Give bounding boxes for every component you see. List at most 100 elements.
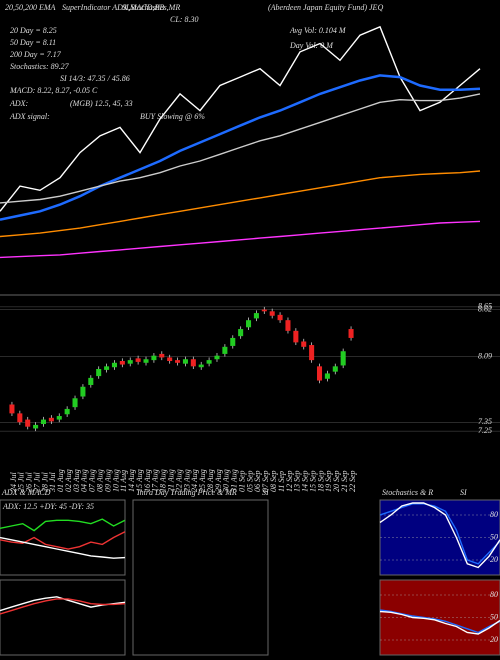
annotation: (Aberdeen Japan Equity Fund) JEQ: [268, 3, 383, 12]
y-tick-label: 50: [490, 612, 498, 621]
candle-body: [332, 366, 338, 372]
candle-body: [135, 358, 141, 362]
candle-body: [340, 351, 346, 366]
annotation: SI 14/3: 47.35 / 45.86: [60, 74, 130, 83]
x-tick-label: 01 Sep: [237, 470, 246, 492]
x-tick-label: 07 Sep: [261, 470, 270, 492]
candle-body: [33, 424, 39, 429]
y-tick-label: 20: [490, 635, 498, 644]
x-tick-label: 12 Sep: [285, 470, 294, 492]
candle-body: [293, 330, 299, 343]
macd-frame: [0, 579, 126, 656]
annotation: 200 Day = 7.17: [10, 50, 62, 59]
annotation: CL: 8.30: [170, 15, 198, 24]
x-tick-label: 31 Aug: [230, 469, 239, 493]
annotation: (MGB) 12.5, 45, 33: [70, 99, 133, 108]
x-tick-label: 10 Aug: [111, 469, 120, 492]
candle-body: [230, 337, 236, 346]
x-tick-label: 06 Sep: [253, 470, 262, 492]
y-tick-label: 7.35: [478, 417, 492, 426]
candle-body: [301, 341, 307, 347]
candle-body: [222, 346, 228, 354]
x-tick-label: 08 Aug: [96, 469, 105, 492]
candle-body: [151, 355, 157, 361]
x-tick-label: 22 Sep: [348, 470, 357, 492]
candle-body: [72, 398, 78, 408]
candle-body: [198, 364, 204, 368]
annotation: BUY Slowing @ 6%: [140, 112, 205, 121]
annotation: Avg Vol: 0.104 M: [289, 26, 347, 35]
candle-body: [40, 419, 47, 425]
candle-body: [182, 359, 188, 364]
x-tick-label: 04 Aug: [80, 469, 89, 492]
x-tick-label: 30 Aug: [222, 469, 231, 493]
candle-body: [167, 357, 173, 362]
annotation: MACD: 8.22, 8.27, -0.05 C: [9, 86, 98, 95]
candle-body: [253, 313, 259, 319]
annotation: SI: [460, 488, 467, 497]
candle-body: [324, 373, 330, 379]
annotation: ADX signal:: [9, 112, 50, 121]
candle-body: [9, 404, 15, 414]
annotation: ADX:: [9, 99, 29, 108]
candle-body: [206, 360, 212, 364]
annotation: ADX: 12.5 +DY: 45 -DY: 35: [2, 502, 94, 511]
x-tick-label: 15 Sep: [308, 470, 317, 492]
x-tick-label: 11 Sep: [277, 471, 286, 492]
x-tick-label: 26 Jul: [25, 471, 34, 492]
x-tick-label: 24 Jul: [9, 471, 18, 492]
x-tick-label: 05 Sep: [245, 470, 254, 492]
annotation: SuperIndicator ADX,MACD,BB: [62, 3, 164, 12]
series-line: [0, 93, 481, 204]
x-tick-label: 17 Aug: [151, 469, 160, 492]
series-line: [0, 531, 126, 550]
x-tick-label: 18 Sep: [316, 470, 325, 492]
candle-body: [143, 359, 149, 363]
x-tick-label: 21 Aug: [166, 469, 175, 492]
series-line: [0, 170, 481, 238]
x-tick-label: 02 Aug: [64, 469, 73, 492]
annotation: SI,Stochastics,MR: [122, 3, 180, 12]
annotation: 20 Day = 8.25: [10, 26, 57, 35]
panel-title: Stochastics & R: [382, 488, 433, 497]
x-tick-label: 27 Jul: [32, 471, 41, 492]
series-line: [0, 220, 481, 259]
x-tick-label: 13 Sep: [293, 470, 302, 492]
x-tick-label: 24 Aug: [190, 469, 199, 492]
annotation: 20,50,200 EMA: [5, 3, 56, 12]
series-line: [0, 74, 481, 221]
y-tick-label: 7.25: [478, 426, 492, 435]
y-tick-label: 8.09: [478, 351, 492, 360]
x-tick-label: 28 Jul: [40, 471, 49, 492]
candle-body: [127, 360, 133, 364]
series-line: [0, 536, 126, 559]
x-tick-label: 01 Aug: [56, 469, 65, 492]
candle-body: [238, 329, 244, 337]
y-tick-label: 20: [490, 555, 498, 564]
x-tick-label: 28 Aug: [206, 469, 215, 492]
annotation: 50 Day = 8.11: [10, 38, 56, 47]
x-tick-label: 07 Aug: [88, 469, 97, 492]
series-line: [0, 25, 481, 212]
candle-body: [348, 329, 354, 338]
panel-title: ADX & MACD: [1, 488, 51, 497]
y-tick-label: 80: [490, 590, 498, 599]
candle-body: [119, 361, 125, 365]
y-tick-label: 80: [490, 510, 498, 519]
series-line: [379, 610, 500, 635]
x-tick-label: 11 Aug: [119, 470, 128, 492]
candle-body: [17, 413, 23, 423]
y-tick-label: 8.62: [478, 304, 492, 313]
candle-body: [104, 366, 110, 370]
x-tick-label: 16 Aug: [143, 469, 152, 492]
panel-title: Intra Day Trading Price & MR: [136, 488, 237, 497]
candle-body: [175, 360, 181, 363]
annotation: SI: [262, 488, 269, 497]
x-tick-label: 18 Aug: [159, 469, 168, 492]
series-line: [0, 598, 126, 615]
candle-body: [277, 314, 283, 321]
x-tick-label: 23 Aug: [182, 469, 191, 492]
x-tick-label: 25 Jul: [17, 471, 26, 492]
x-tick-label: 14 Aug: [127, 469, 136, 492]
candle-body: [25, 419, 31, 427]
